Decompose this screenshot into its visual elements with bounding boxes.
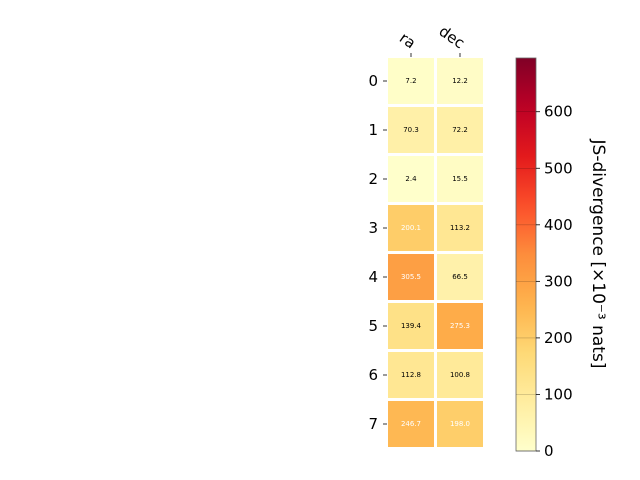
heatmap-cell [437,254,483,300]
cell-value-label: 72.2 [452,126,468,134]
heatmap-cell [388,156,434,202]
colorbar-ticks: 0 100 200 300 400 500 600 [516,103,573,460]
heatmap-cell [437,205,483,251]
colorbar-tick-label: 100 [544,385,573,403]
heatmap-cell [388,58,434,104]
heatmap-cell [388,254,434,300]
cell-value-label: 275.3 [450,322,470,330]
cell-value-label: 246.7 [401,420,421,428]
heatmap-cell [388,205,434,251]
cell-value-label: 12.2 [452,77,468,85]
row-label: 7 [368,415,378,433]
heatmap-cell [388,401,434,447]
heatmap-cell [437,352,483,398]
heatmap-cell-labels: 7.2 12.2 70.3 72.2 2.4 15.5 200.1 113.2 305.5 66.… [401,77,470,428]
colorbar-tick-label: 400 [544,216,573,234]
column-label: ra [396,29,419,53]
colorbar-tick-label: 300 [544,272,573,290]
colorbar-tick-label: 0 [544,442,554,460]
row-label: 0 [368,72,378,90]
cell-value-label: 2.4 [405,175,417,183]
colorbar-tick-label: 500 [544,159,573,177]
heatmap-cell [437,401,483,447]
row-label: 6 [368,366,378,384]
colorbar-label: JS-divergence [×10⁻³ nats] [588,139,608,369]
cell-value-label: 113.2 [450,224,470,232]
heatmap-cell [437,303,483,349]
row-label: 4 [368,268,378,286]
cell-value-label: 305.5 [401,273,421,281]
colorbar-rect [515,57,537,452]
cell-value-label: 15.5 [452,175,468,183]
column-label: dec [436,22,468,52]
cell-value-label: 7.2 [405,77,416,85]
heatmap-cells [388,58,483,447]
cell-value-label: 70.3 [403,126,419,134]
cell-value-label: 198.0 [450,420,470,428]
row-label: 3 [368,219,378,237]
cell-value-label: 139.4 [401,322,422,330]
colorbar-tick-label: 200 [544,329,573,347]
colorbar-tick-label: 600 [544,103,573,121]
column-labels: ra dec [396,22,468,57]
colorbar: 0 100 200 300 400 500 600 JS-divergence [×10⁻³… [515,57,608,460]
row-labels: 0 1 2 3 4 5 6 7 [368,72,387,433]
cell-value-label: 200.1 [401,224,421,232]
heatmap-cell [437,156,483,202]
heatmap-cell [388,107,434,153]
cell-value-label: 100.8 [450,371,470,379]
heatmap-cell [437,107,483,153]
heatmap-cell [437,58,483,104]
row-label: 2 [368,170,378,188]
row-label: 5 [368,317,378,335]
cell-value-label: 112.8 [401,371,421,379]
heatmap-cell [388,352,434,398]
cell-value-label: 66.5 [452,273,468,281]
row-label: 1 [368,121,378,139]
heatmap-cell [388,303,434,349]
